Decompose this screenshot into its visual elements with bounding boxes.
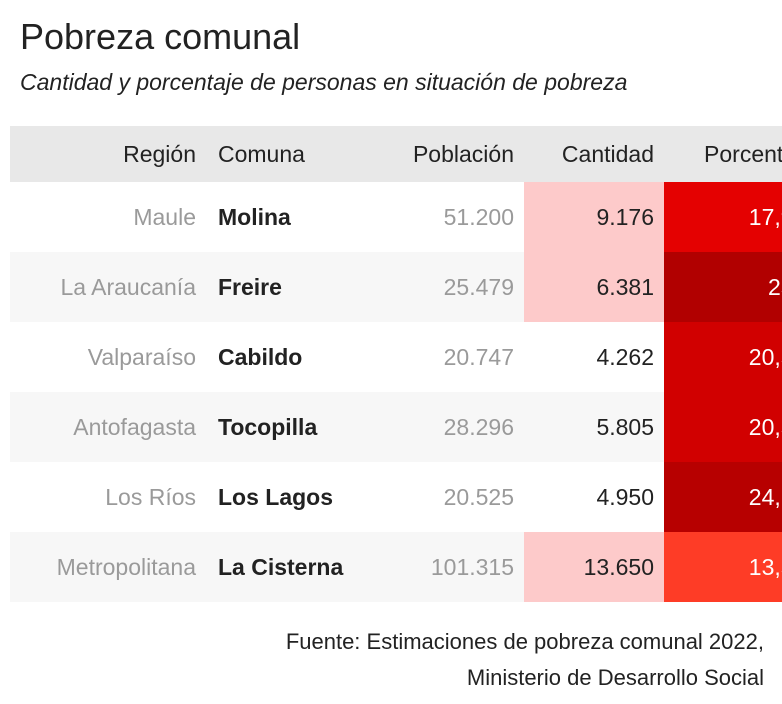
region-cell: Maule <box>10 182 206 252</box>
porcentaje-cell: 24,1% <box>664 462 782 532</box>
chart-title: Pobreza comunal <box>20 16 301 57</box>
cantidad-cell: 13.650 <box>524 532 664 602</box>
region-cell: Metropolitana <box>10 532 206 602</box>
poverty-table: Región Comuna Población Cantidad Porcent… <box>10 126 782 602</box>
cantidad-cell: 6.381 <box>524 252 664 322</box>
table-row: Valparaíso Cabildo 20.747 4.262 20,5% <box>10 322 782 392</box>
cantidad-cell: 9.176 <box>524 182 664 252</box>
comuna-cell: La Cisterna <box>206 532 370 602</box>
table-row: Los Ríos Los Lagos 20.525 4.950 24,1% <box>10 462 782 532</box>
region-cell: La Araucanía <box>10 252 206 322</box>
poblacion-cell: 28.296 <box>370 392 524 462</box>
table-row: Maule Molina 51.200 9.176 17,9% <box>10 182 782 252</box>
table-row: Antofagasta Tocopilla 28.296 5.805 20,5% <box>10 392 782 462</box>
table-header-row: Región Comuna Población Cantidad Porcent… <box>10 126 782 182</box>
porcentaje-cell: 20,5% <box>664 322 782 392</box>
column-header-poblacion: Población <box>370 126 524 182</box>
column-header-region: Región <box>10 126 206 182</box>
region-cell: Valparaíso <box>10 322 206 392</box>
source-note: Fuente: Estimaciones de pobreza comunal … <box>286 624 764 696</box>
cantidad-cell: 5.805 <box>524 392 664 462</box>
poblacion-cell: 20.525 <box>370 462 524 532</box>
cantidad-cell: 4.950 <box>524 462 664 532</box>
comuna-cell: Cabildo <box>206 322 370 392</box>
column-header-comuna: Comuna <box>206 126 370 182</box>
porcentaje-cell: 17,9% <box>664 182 782 252</box>
region-cell: Antofagasta <box>10 392 206 462</box>
table-row: Metropolitana La Cisterna 101.315 13.650… <box>10 532 782 602</box>
source-line-2: Ministerio de Desarrollo Social <box>466 665 764 690</box>
porcentaje-cell: 13,5% <box>664 532 782 602</box>
comuna-cell: Molina <box>206 182 370 252</box>
porcentaje-cell: 25% <box>664 252 782 322</box>
poblacion-cell: 20.747 <box>370 322 524 392</box>
comuna-cell: Tocopilla <box>206 392 370 462</box>
chart-subtitle: Cantidad y porcentaje de personas en sit… <box>20 69 628 95</box>
table-row: La Araucanía Freire 25.479 6.381 25% <box>10 252 782 322</box>
cantidad-cell: 4.262 <box>524 322 664 392</box>
source-line-1: Fuente: Estimaciones de pobreza comunal … <box>285 629 764 654</box>
column-header-porcentaje: Porcentaje <box>664 126 782 182</box>
poblacion-cell: 51.200 <box>370 182 524 252</box>
comuna-cell: Freire <box>206 252 370 322</box>
region-cell: Los Ríos <box>10 462 206 532</box>
poblacion-cell: 101.315 <box>370 532 524 602</box>
column-header-cantidad: Cantidad <box>524 126 664 182</box>
poblacion-cell: 25.479 <box>370 252 524 322</box>
porcentaje-cell: 20,5% <box>664 392 782 462</box>
comuna-cell: Los Lagos <box>206 462 370 532</box>
